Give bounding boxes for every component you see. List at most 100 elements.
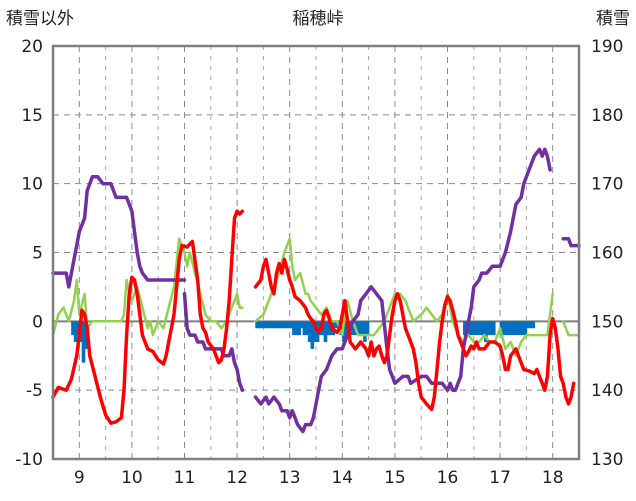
blue-bar <box>334 321 338 329</box>
blue-bar <box>528 321 533 329</box>
blue-bar <box>481 321 486 336</box>
y-right-tick: 150 <box>591 312 623 332</box>
y-right-label: 積雪 <box>596 9 630 29</box>
blue-bar <box>502 321 507 336</box>
y-right-tick: 180 <box>591 106 623 126</box>
blue-bar <box>357 321 362 336</box>
blue-bar <box>299 321 304 329</box>
blue-bar <box>302 321 307 336</box>
x-tick: 13 <box>279 468 301 488</box>
blue-bar <box>520 321 525 336</box>
blue-bar <box>505 321 509 336</box>
blue-bar <box>286 321 291 329</box>
green-series-line <box>51 237 244 337</box>
plot-frame <box>51 44 581 461</box>
blue-bar <box>468 321 472 336</box>
blue-bar <box>305 321 309 336</box>
x-tick: 10 <box>121 468 143 488</box>
blue-bar <box>491 321 496 336</box>
blue-bar <box>281 321 286 329</box>
y-right-tick: 140 <box>591 381 623 401</box>
blue-bar <box>276 321 280 329</box>
blue-bar <box>473 321 478 336</box>
y-right-tick: 170 <box>591 175 623 195</box>
blue-bar <box>310 321 315 349</box>
blue-bar <box>489 321 493 336</box>
chart-title: 稲穂峠 <box>293 9 344 29</box>
x-tick: 16 <box>437 468 459 488</box>
purple-series-line <box>182 292 245 392</box>
blue-bar <box>81 321 86 363</box>
blue-bar <box>513 321 517 336</box>
x-tick: 15 <box>384 468 406 488</box>
blue-bar <box>297 321 301 336</box>
blue-bar <box>278 321 283 329</box>
blue-bar <box>531 321 536 329</box>
blue-bar <box>284 321 288 329</box>
y-left-tick: 10 <box>21 175 43 195</box>
blue-bar <box>273 321 278 329</box>
y-left-label: 積雪以外 <box>6 9 74 29</box>
blue-bar <box>294 321 299 336</box>
red-series-line <box>253 257 576 412</box>
x-tick: 11 <box>174 468 196 488</box>
y-right-tick: 130 <box>591 450 623 470</box>
blue-bar <box>355 321 359 336</box>
blue-bar <box>255 321 259 329</box>
x-tick: 14 <box>331 468 353 488</box>
blue-bar <box>507 321 512 336</box>
blue-bar <box>260 321 265 329</box>
blue-bar <box>470 321 475 336</box>
blue-bar <box>518 321 522 336</box>
blue-bar <box>510 321 514 336</box>
x-tick: 18 <box>542 468 564 488</box>
red-series-line <box>51 209 245 425</box>
blue-bar <box>268 321 273 329</box>
blue-bar <box>526 321 530 329</box>
blue-bar <box>484 321 488 342</box>
blue-bar <box>289 321 294 329</box>
blue-bar <box>486 321 491 336</box>
blue-bar <box>476 321 480 336</box>
blue-bar <box>257 321 262 329</box>
purple-series-line <box>561 236 581 248</box>
x-tick: 17 <box>489 468 511 488</box>
x-tick: 12 <box>226 468 248 488</box>
y-left-tick: 5 <box>32 244 43 264</box>
blue-bar <box>263 321 267 329</box>
blue-bar <box>515 321 520 336</box>
green-series-line <box>561 320 581 337</box>
y-right-tick: 190 <box>591 37 623 57</box>
green-series-line <box>254 237 554 358</box>
y-left-tick: 15 <box>21 106 43 126</box>
purple-series-line <box>253 147 552 434</box>
blue-bar <box>271 321 275 329</box>
blue-bar <box>326 321 330 336</box>
blue-bar <box>499 321 504 336</box>
blue-bar <box>71 321 75 336</box>
y-left-tick: -5 <box>26 381 43 401</box>
blue-bar <box>463 321 467 336</box>
blue-bar <box>323 321 328 342</box>
blue-bar <box>363 321 367 342</box>
blue-bar <box>478 321 483 336</box>
y-left-tick: 0 <box>32 312 43 332</box>
blue-bar <box>265 321 270 329</box>
purple-series-line <box>51 175 187 289</box>
blue-bar <box>523 321 528 336</box>
blue-bar <box>344 321 349 336</box>
y-left-tick: -10 <box>15 450 43 470</box>
blue-bar <box>307 321 312 342</box>
blue-bar <box>360 321 365 336</box>
blue-bar <box>313 321 317 342</box>
y-left-tick: 20 <box>21 37 43 57</box>
blue-bar <box>365 321 370 336</box>
blue-bar <box>76 321 81 336</box>
blue-bar <box>292 321 296 336</box>
blue-bar <box>73 321 78 342</box>
y-right-tick: 160 <box>591 244 623 264</box>
tick-labels: 20 15 10 5 0 -5 -10 190 180 170 160 150 140 130 9 10 11 1… <box>15 37 623 488</box>
series-lines <box>51 147 581 434</box>
